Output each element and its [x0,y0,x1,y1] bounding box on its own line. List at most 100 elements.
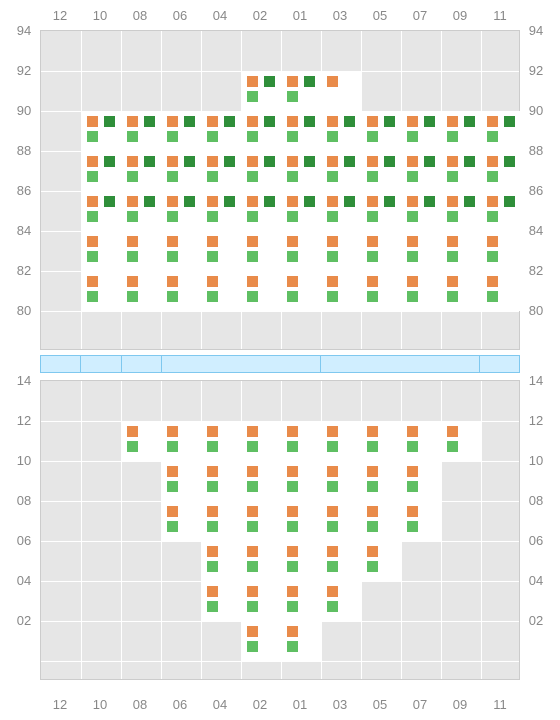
rack-cell[interactable] [161,421,201,461]
rack-cell[interactable] [441,231,481,271]
rack-cell[interactable] [281,71,321,111]
rack-cell[interactable] [281,541,321,581]
axis-label: 82 [524,263,548,278]
rack-cell[interactable] [81,151,121,191]
rack-cell[interactable] [321,151,361,191]
rack-cell[interactable] [241,271,281,311]
rack-cell[interactable] [321,271,361,311]
rack-cell[interactable] [321,421,361,461]
rack-cell[interactable] [401,461,441,501]
rack-cell[interactable] [321,231,361,271]
rack-cell[interactable] [201,541,241,581]
rack-cell[interactable] [281,461,321,501]
rack-cell[interactable] [361,421,401,461]
rack-cell[interactable] [401,111,441,151]
rack-cell[interactable] [201,111,241,151]
rack-cell[interactable] [281,271,321,311]
rack-cell[interactable] [161,191,201,231]
rack-cell[interactable] [441,191,481,231]
rack-cell[interactable] [81,271,121,311]
rack-cell[interactable] [401,271,441,311]
rack-cell[interactable] [241,621,281,661]
rack-cell[interactable] [401,151,441,191]
rack-cell[interactable] [241,231,281,271]
rack-cell[interactable] [201,461,241,501]
status-marker [127,171,138,182]
rack-cell[interactable] [241,71,281,111]
rack-cell[interactable] [81,231,121,271]
rack-cell[interactable] [441,271,481,311]
rack-cell[interactable] [441,421,481,461]
rack-cell[interactable] [321,581,361,621]
rack-cell[interactable] [241,501,281,541]
rack-cell[interactable] [241,581,281,621]
rack-cell[interactable] [361,231,401,271]
rack-cell[interactable] [361,191,401,231]
rack-cell[interactable] [281,621,321,661]
rack-cell[interactable] [121,151,161,191]
rack-cell[interactable] [481,111,521,151]
rack-cell[interactable] [201,581,241,621]
rack-cell[interactable] [321,191,361,231]
rack-cell[interactable] [361,111,401,151]
rack-cell[interactable] [481,151,521,191]
rack-cell[interactable] [321,501,361,541]
rack-cell[interactable] [481,231,521,271]
rack-cell[interactable] [201,271,241,311]
rack-cell[interactable] [121,231,161,271]
axis-label: 08 [524,493,548,508]
rack-cell[interactable] [201,421,241,461]
rack-cell[interactable] [321,461,361,501]
rack-cell[interactable] [401,421,441,461]
rack-cell[interactable] [121,271,161,311]
rack-cell[interactable] [161,151,201,191]
rack-cell[interactable] [281,501,321,541]
status-marker [104,196,115,207]
rack-cell[interactable] [161,501,201,541]
status-marker [367,506,378,517]
rack-cell[interactable] [121,191,161,231]
rack-cell[interactable] [241,461,281,501]
rack-cell[interactable] [281,421,321,461]
rack-cell[interactable] [201,151,241,191]
rack-cell[interactable] [81,191,121,231]
rack-cell[interactable] [241,111,281,151]
rack-cell[interactable] [441,151,481,191]
rack-cell[interactable] [281,191,321,231]
rack-cell[interactable] [441,111,481,151]
rack-cell[interactable] [361,541,401,581]
rack-cell[interactable] [161,271,201,311]
rack-cell[interactable] [361,151,401,191]
rack-cell[interactable] [401,501,441,541]
rack-cell[interactable] [281,581,321,621]
rack-cell[interactable] [81,111,121,151]
rack-cell[interactable] [161,461,201,501]
rack-cell[interactable] [201,501,241,541]
rack-cell[interactable] [201,191,241,231]
rack-cell[interactable] [241,151,281,191]
axis-label: 14 [524,373,548,388]
rack-cell[interactable] [241,421,281,461]
rack-cell[interactable] [201,231,241,271]
rack-cell[interactable] [321,71,361,111]
rack-cell[interactable] [401,231,441,271]
rack-cell[interactable] [401,191,441,231]
rack-cell[interactable] [361,271,401,311]
rack-cell[interactable] [361,501,401,541]
rack-cell[interactable] [481,191,521,231]
rack-cell[interactable] [281,231,321,271]
rack-cell[interactable] [281,151,321,191]
rack-cell[interactable] [321,111,361,151]
rack-cell[interactable] [161,231,201,271]
rack-cell[interactable] [281,111,321,151]
rack-cell[interactable] [241,191,281,231]
axis-label: 94 [12,23,36,38]
rack-cell[interactable] [321,541,361,581]
rack-cell[interactable] [361,461,401,501]
status-marker [344,196,355,207]
rack-cell[interactable] [121,421,161,461]
rack-cell[interactable] [161,111,201,151]
rack-cell[interactable] [121,111,161,151]
rack-cell[interactable] [241,541,281,581]
rack-cell[interactable] [481,271,521,311]
